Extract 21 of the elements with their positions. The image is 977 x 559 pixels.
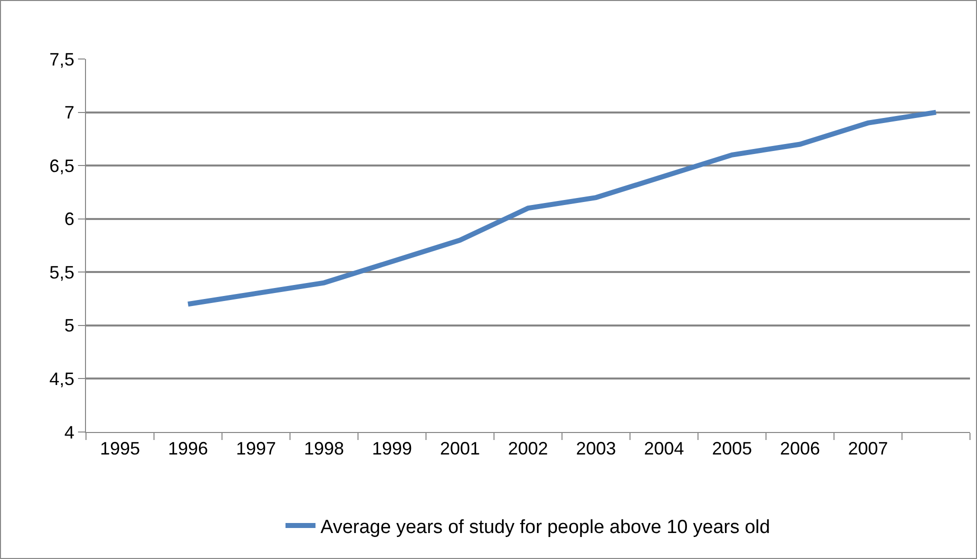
x-tick-label: 1996: [168, 438, 208, 459]
y-tick-label: 4,5: [49, 369, 74, 390]
x-tick-label: 2005: [712, 438, 752, 459]
y-tick-label: 7,5: [49, 49, 74, 70]
y-tick-label: 6,5: [49, 156, 74, 176]
x-tick-label: 2004: [644, 438, 684, 459]
y-tick-label: 7: [64, 102, 74, 123]
legend-label: Average years of study for people above 10 years old: [320, 516, 770, 538]
x-tick-label: 2006: [780, 438, 820, 459]
x-tick-label: 1998: [304, 438, 344, 459]
x-tick-label: 2007: [848, 438, 888, 459]
x-tick-label: 2002: [508, 438, 548, 459]
y-tick-label: 5: [64, 316, 74, 336]
y-tick-label: 4: [64, 422, 74, 442]
x-tick-label: 2001: [440, 438, 480, 459]
y-tick-label: 5,5: [49, 262, 74, 282]
y-tick-label: 6: [64, 209, 74, 230]
x-tick-label: 1995: [100, 438, 140, 459]
x-tick-label: 1997: [236, 438, 276, 459]
x-tick-label: 2003: [576, 438, 616, 459]
x-tick-label: 1999: [372, 438, 412, 459]
